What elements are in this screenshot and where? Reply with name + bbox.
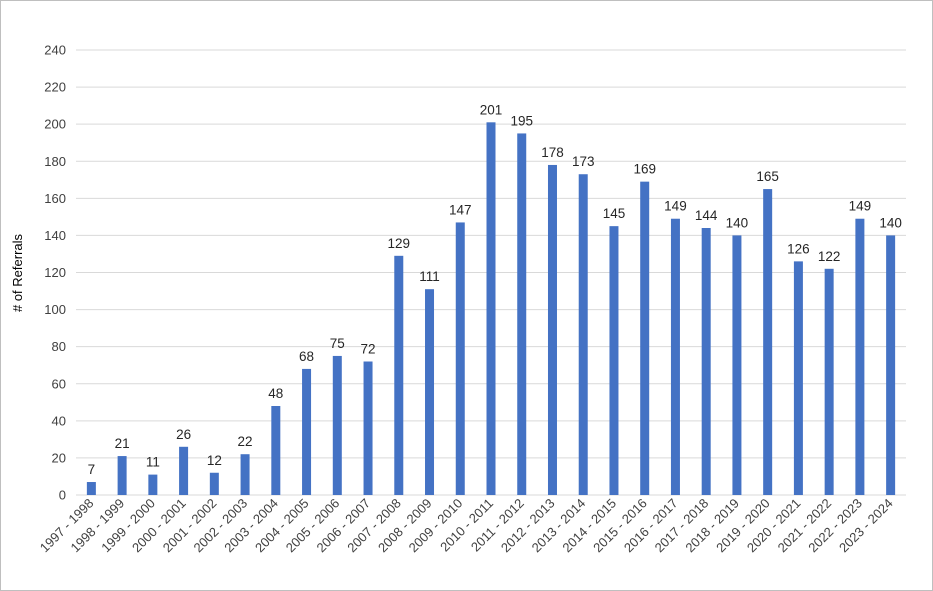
y-tick-label: 220	[44, 80, 66, 95]
data-label: 169	[633, 162, 656, 177]
data-label: 144	[695, 208, 718, 223]
y-tick-label: 60	[52, 376, 66, 391]
bar	[547, 164, 557, 496]
bar	[86, 482, 96, 495]
bar	[179, 446, 189, 495]
bar	[824, 268, 834, 495]
bar	[117, 456, 127, 495]
bar	[425, 289, 435, 495]
data-label: 147	[449, 202, 472, 217]
data-label: 195	[510, 113, 533, 128]
bar	[855, 218, 865, 495]
data-label: 75	[330, 336, 345, 351]
data-label: 72	[361, 342, 376, 357]
data-label: 173	[572, 154, 595, 169]
y-tick-label: 80	[52, 339, 66, 354]
y-axis-ticks: 0 20 40 60 80 100 120 140 160 180 200 220 240	[44, 43, 66, 503]
bar	[363, 361, 373, 495]
data-label: 140	[726, 215, 749, 230]
bar	[609, 226, 619, 496]
data-label: 201	[480, 102, 503, 117]
bar	[670, 218, 680, 495]
bar	[394, 255, 404, 495]
y-tick-label: 120	[44, 265, 66, 280]
data-label: 26	[176, 427, 191, 442]
data-label: 11	[146, 455, 160, 470]
data-label: 129	[388, 236, 411, 251]
data-label: 126	[787, 241, 810, 256]
bars	[86, 122, 896, 496]
bar	[701, 228, 711, 495]
bar	[486, 122, 496, 495]
data-label: 140	[879, 215, 902, 230]
data-label: 149	[664, 199, 687, 214]
bar	[209, 472, 219, 495]
bar	[302, 368, 312, 495]
y-tick-label: 140	[44, 228, 66, 243]
bar	[332, 355, 342, 495]
data-label: 165	[756, 169, 779, 184]
y-tick-label: 0	[59, 488, 66, 503]
bar	[455, 222, 465, 495]
bar	[793, 261, 803, 495]
y-tick-label: 200	[44, 117, 66, 132]
y-axis-label: # of Referrals	[10, 233, 25, 312]
data-label: 22	[238, 434, 253, 449]
bar	[240, 454, 250, 495]
data-label: 111	[419, 269, 440, 284]
bar	[578, 174, 588, 495]
bar	[271, 406, 281, 495]
bar	[640, 181, 650, 496]
data-label: 12	[207, 453, 222, 468]
bar	[732, 235, 742, 495]
y-tick-label: 160	[44, 191, 66, 206]
y-tick-label: 40	[52, 413, 66, 428]
y-tick-label: 100	[44, 302, 66, 317]
data-label: 149	[849, 199, 872, 214]
data-label: 7	[88, 462, 96, 477]
y-tick-label: 240	[44, 43, 66, 58]
y-tick-label: 20	[52, 450, 66, 465]
data-label: 48	[268, 386, 283, 401]
bar	[148, 474, 158, 495]
bar	[886, 235, 896, 495]
data-label: 178	[541, 145, 564, 160]
data-label: 145	[603, 206, 626, 221]
y-tick-label: 180	[44, 154, 66, 169]
data-label: 21	[115, 436, 130, 451]
data-label: 68	[299, 349, 314, 364]
data-label: 122	[818, 249, 841, 264]
data-labels: 7 21 11 26 12 22 48 68 75 72 129 111 147 201 195 178 173…	[88, 102, 902, 477]
bar	[517, 133, 527, 495]
bar	[763, 189, 773, 495]
